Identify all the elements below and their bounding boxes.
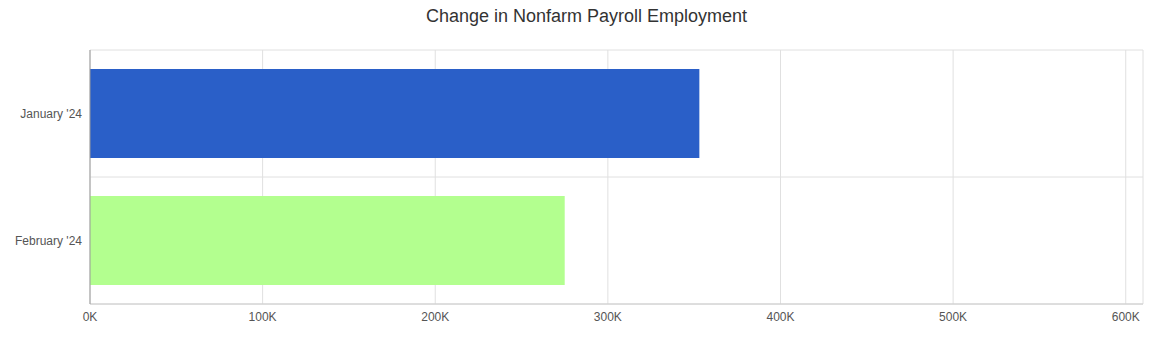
svg-text:600K: 600K — [1112, 310, 1140, 324]
html-text:Change in Nonfarm Payroll Empl: Change in Nonfarm Payroll Employment — [425, 6, 748, 26]
svg-text:January '24: January '24 — [20, 107, 82, 121]
svg-text:200K: 200K — [421, 310, 449, 324]
svg-text:0K: 0K — [83, 310, 98, 324]
svg-text:400K: 400K — [766, 310, 794, 324]
svg-text:300K: 300K — [594, 310, 622, 324]
svg-text:500K: 500K — [939, 310, 967, 324]
svg-text:February '24: February '24 — [15, 234, 82, 248]
svg-text:100K: 100K — [249, 310, 277, 324]
